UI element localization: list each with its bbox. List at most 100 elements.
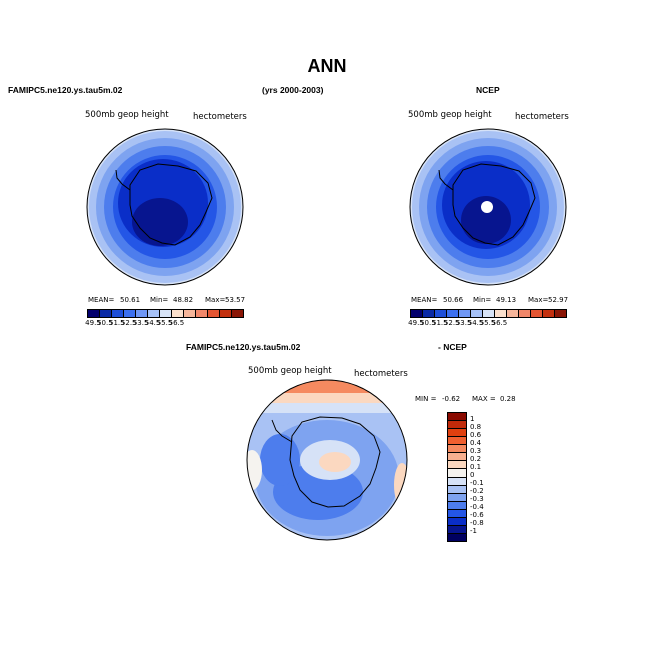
left-colorbar: [87, 309, 244, 318]
colorbar-swatch: [124, 310, 136, 317]
right-colorbar-ticks: 49.5 50.5 51.5 52.5 53.5 54.5 55.5 56.5: [408, 319, 565, 329]
left-max-value: 53.57: [225, 296, 246, 304]
colorbar-swatch: [423, 310, 435, 317]
colorbar-swatch: [148, 310, 160, 317]
colorbar-tick-label: -0.6: [470, 511, 484, 519]
right-units-label: hectometers: [515, 112, 569, 122]
right-colorbar: [410, 309, 567, 318]
colorbar-swatch: [448, 429, 466, 438]
diff-field-label: 500mb geop height: [248, 366, 332, 376]
left-field-label: 500mb geop height: [85, 110, 169, 120]
colorbar-swatch: [112, 310, 124, 317]
right-min-label: Min=: [473, 296, 492, 304]
colorbar-tick-label: 56.5: [491, 319, 508, 327]
left-case-name: FAMIPC5.ne120.ys.tau5m.02: [8, 85, 123, 95]
map-boundary: [246, 379, 408, 541]
right-case-name: NCEP: [476, 85, 500, 95]
right-field-label: 500mb geop height: [408, 110, 492, 120]
colorbar-tick-label: -1: [470, 527, 477, 535]
colorbar-tick-label: 53.5: [455, 319, 472, 327]
colorbar-swatch: [531, 310, 543, 317]
diff-colorbar-labels: 1 0.8 0.6 0.4 0.3 0.2 0.1 0 -0.1 -0.2 -0.3 -0.4 -0.6…: [470, 412, 510, 540]
colorbar-swatch: [448, 509, 466, 518]
colorbar-swatch: [448, 437, 466, 446]
colorbar-swatch: [519, 310, 531, 317]
colorbar-tick-label: 52.5: [120, 319, 137, 327]
left-mean-value: 50.61: [120, 296, 141, 304]
antarctic-peninsula: [115, 169, 131, 191]
colorbar-swatch: [447, 310, 459, 317]
contour-band: [247, 380, 407, 393]
colorbar-swatch: [435, 310, 447, 317]
colorbar-swatch: [507, 310, 519, 317]
years-label: (yrs 2000-2003): [262, 85, 324, 95]
colorbar-tick-label: 0.2: [470, 455, 482, 463]
pole-missing-data: [481, 201, 493, 213]
colorbar-tick-label: 55.5: [156, 319, 173, 327]
colorbar-tick-label: 54.5: [144, 319, 161, 327]
colorbar-tick-label: 50.5: [420, 319, 436, 327]
diff-case-name: FAMIPC5.ne120.ys.tau5m.02: [186, 342, 301, 352]
diff-colorbar: [447, 412, 467, 542]
diff-min-label: MIN =: [415, 395, 437, 403]
colorbar-tick-label: 56.5: [168, 319, 185, 327]
colorbar-tick-label: 0.1: [470, 463, 482, 471]
figure-title: ANN: [307, 56, 347, 76]
contour-band: [319, 452, 351, 472]
left-colorbar-ticks: 49.5 50.5 51.5 52.5 53.5 54.5 55.5 56.5: [85, 319, 242, 329]
left-mean-label: MEAN=: [88, 296, 115, 304]
contour-band: [260, 434, 300, 486]
colorbar-swatch: [448, 453, 466, 462]
colorbar-tick-label: 54.5: [467, 319, 484, 327]
colorbar-tick-label: 1: [470, 415, 475, 423]
colorbar-swatch: [448, 469, 466, 478]
antarctica-coastline: [452, 163, 536, 246]
contour-band: [247, 393, 407, 403]
antarctic-peninsula: [438, 169, 454, 191]
colorbar-tick-label: 49.5: [85, 319, 101, 327]
contour-band: [247, 450, 262, 490]
colorbar-tick-label: 50.5: [97, 319, 113, 327]
colorbar-swatch: [196, 310, 208, 317]
colorbar-swatch: [448, 517, 466, 526]
colorbar-swatch: [543, 310, 555, 317]
right-mean-label: MEAN=: [411, 296, 438, 304]
colorbar-swatch: [184, 310, 196, 317]
colorbar-swatch: [459, 310, 471, 317]
map-boundary: [409, 128, 567, 286]
diff-units-label: hectometers: [354, 369, 408, 379]
colorbar-swatch: [495, 310, 507, 317]
colorbar-tick-label: 53.5: [132, 319, 149, 327]
contour-band: [461, 196, 511, 244]
colorbar-swatch: [471, 310, 483, 317]
diff-min-value: -0.62: [442, 395, 461, 403]
colorbar-tick-label: 0.4: [470, 439, 482, 447]
antarctica-coastline: [289, 416, 381, 508]
colorbar-swatch: [448, 533, 466, 541]
colorbar-tick-label: 55.5: [479, 319, 496, 327]
colorbar-tick-label: -0.8: [470, 519, 484, 527]
colorbar-swatch: [411, 310, 423, 317]
colorbar-swatch: [448, 413, 466, 422]
colorbar-swatch: [100, 310, 112, 317]
diff-max-label: MAX =: [472, 395, 496, 403]
colorbar-tick-label: -0.2: [470, 487, 484, 495]
diff-max-value: 0.28: [500, 395, 516, 403]
antarctic-peninsula: [271, 419, 293, 443]
colorbar-tick-label: -0.3: [470, 495, 484, 503]
colorbar-swatch: [232, 310, 243, 317]
right-max-value: 52.97: [548, 296, 569, 304]
contour-band: [247, 403, 407, 413]
colorbar-swatch: [448, 477, 466, 486]
colorbar-swatch: [448, 461, 466, 470]
colorbar-tick-label: 0: [470, 471, 475, 479]
colorbar-tick-label: 0.3: [470, 447, 482, 455]
colorbar-tick-label: 0.8: [470, 423, 482, 431]
colorbar-tick-label: 49.5: [408, 319, 424, 327]
colorbar-swatch: [208, 310, 220, 317]
map-boundary: [86, 128, 244, 286]
colorbar-swatch: [448, 525, 466, 534]
